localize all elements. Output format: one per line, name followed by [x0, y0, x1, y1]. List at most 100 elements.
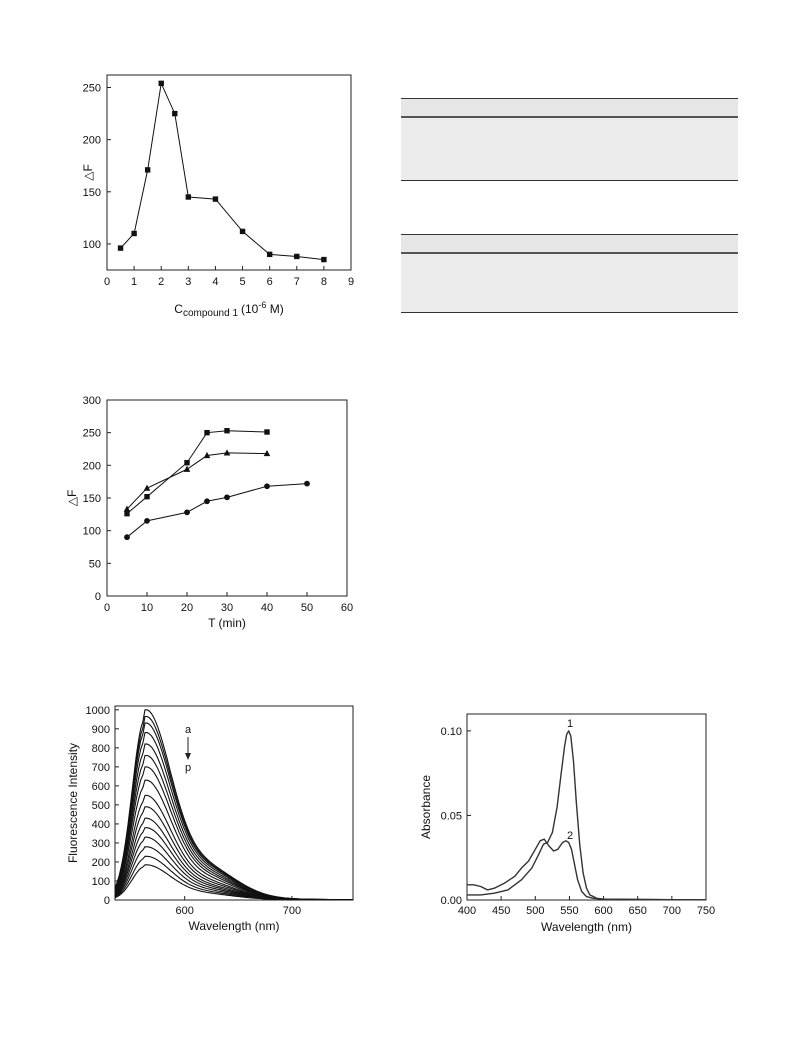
- table-1-body: [401, 118, 738, 181]
- chart1-y-tick-label: 250: [83, 83, 101, 95]
- chart2-data-point-square: [224, 428, 230, 434]
- chart2-data-point-triangle: [223, 449, 231, 456]
- chart4-y-axis-label: Absorbance: [419, 775, 433, 839]
- chart3-y-tick-label: 100: [92, 876, 110, 888]
- chart4-x-tick-label: 550: [560, 905, 578, 917]
- chart2-data-point-triangle: [263, 449, 271, 457]
- chart1-data-point: [212, 196, 219, 202]
- chart3-x-tick-label: 700: [283, 905, 301, 917]
- chart2-frame: [106, 399, 348, 597]
- chart3-spectrum-line: [114, 817, 353, 901]
- chart1-x-axis-label: Ccompound 1 (10-6 M): [174, 300, 283, 319]
- chart3-spectrum-line: [114, 806, 353, 901]
- chart2-data-point-triangle: [203, 451, 211, 459]
- table-1: [401, 98, 738, 181]
- chart1-data-point: [144, 167, 151, 173]
- chart3-spectrum-line: [114, 864, 353, 901]
- chart4-x-tick-label: 750: [697, 905, 715, 917]
- chart3-spectrum-line: [114, 779, 353, 901]
- chart4-frame: [466, 713, 707, 901]
- chart3-y-tick-label: 900: [92, 724, 110, 736]
- chart4-y-tick-label: 0.00: [441, 895, 462, 907]
- chart4-label-1: 1: [567, 718, 573, 730]
- chart3-arrow-head: [185, 753, 191, 760]
- chart3-x-tick-label: 600: [176, 905, 194, 917]
- chart3-y-tick-label: 400: [92, 819, 110, 831]
- chart2-x-tick-label: 20: [181, 602, 193, 614]
- chart4-label-2: 2: [567, 830, 573, 842]
- chart2-x-tick-label: 10: [141, 602, 153, 614]
- chart1-x-tick-label: 5: [239, 276, 245, 288]
- chart1-x-tick-label: 7: [294, 276, 300, 288]
- chart2-x-tick-label: 0: [104, 602, 110, 614]
- chart4-x-tick-label: 700: [663, 905, 681, 917]
- chart3-x-axis-label: Wavelength (nm): [189, 919, 280, 933]
- chart3-y-tick-label: 0: [104, 895, 110, 907]
- chart2-data-point-circle: [204, 498, 210, 505]
- chart2-y-tick-label: 0: [95, 591, 101, 603]
- chart1-data-point: [185, 194, 192, 200]
- chart2-data-point-square: [184, 460, 190, 466]
- chart3-y-tick-label: 300: [92, 838, 110, 850]
- chart4-x-tick-label: 450: [492, 905, 510, 917]
- chart3-spectrum-line: [114, 732, 353, 901]
- chart4-x-tick-label: 400: [458, 905, 476, 917]
- chart1-data-point: [239, 228, 246, 235]
- chart3-spectrum-line: [114, 827, 353, 901]
- table-2-body: [401, 254, 738, 313]
- chart1-data-point: [294, 253, 300, 260]
- chart3-y-tick-label: 500: [92, 800, 110, 812]
- chart3-annotation-p: p: [185, 762, 191, 774]
- chart2-x-tick-label: 30: [221, 602, 233, 614]
- chart2-x-axis-label: T (min): [208, 616, 246, 630]
- chart2-series-line-triangle: [126, 452, 268, 510]
- chart2-x-tick-label: 50: [301, 602, 313, 614]
- chart3-spectrum-line: [114, 794, 353, 901]
- chart1-x-tick-label: 0: [104, 276, 110, 288]
- chart2-series-line-square: [126, 430, 268, 515]
- table-2: [401, 234, 738, 313]
- chart4-y-tick-label: 0.05: [441, 810, 462, 822]
- chart2-data-point-square: [144, 493, 150, 500]
- chart1-data-point: [321, 256, 327, 263]
- chart2-data-point-circle: [124, 534, 130, 541]
- chart3-spectrum-line: [114, 836, 353, 901]
- chart1-data-point: [117, 245, 124, 251]
- chart1-y-axis-label: △F: [81, 164, 95, 181]
- chart1-y-tick-label: 200: [83, 135, 101, 147]
- chart3-y-tick-label: 1000: [86, 705, 110, 717]
- chart2-data-point-triangle: [143, 484, 151, 491]
- chart1-x-tick-label: 2: [158, 276, 164, 288]
- chart2-y-tick-label: 250: [83, 428, 101, 440]
- chart3-spectrum-line: [114, 846, 353, 901]
- chart2-y-axis-label: △F: [65, 490, 79, 507]
- chart2-data-point-square: [124, 510, 130, 517]
- chart3-spectrum-line: [114, 754, 353, 901]
- chart4-series-line-2: [467, 838, 707, 901]
- chart1-x-tick-label: 8: [321, 276, 327, 288]
- chart1-data-point: [131, 230, 137, 237]
- chart3-y-tick-label: 600: [92, 781, 110, 793]
- chart1-data-point: [172, 110, 178, 117]
- chart1-data-point: [266, 251, 273, 258]
- chart1-y-tick-label: 150: [83, 187, 101, 199]
- chart1-x-tick-label: 1: [131, 276, 137, 288]
- chart1-x-tick-label: 6: [267, 276, 273, 288]
- chart1-x-tick-label: 9: [348, 276, 354, 288]
- chart2-x-tick-label: 60: [341, 602, 353, 614]
- chart1-series-line: [120, 81, 324, 261]
- chart3-spectrum-line: [114, 743, 354, 901]
- chart2-data-point-circle: [264, 483, 270, 490]
- chart2-data-point-circle: [304, 480, 310, 487]
- chart3-spectrum-line: [114, 722, 353, 901]
- chart4-y-tick-label: 0.10: [441, 726, 462, 738]
- chart4-x-tick-label: 500: [526, 905, 544, 917]
- chart1-x-tick-label: 3: [185, 276, 191, 288]
- chart2-y-tick-label: 300: [83, 395, 101, 407]
- chart3-y-tick-label: 700: [92, 762, 110, 774]
- chart2-series-line-circle: [126, 483, 308, 538]
- chart2-data-point-circle: [144, 517, 150, 524]
- chart4-x-tick-label: 650: [629, 905, 647, 917]
- chart2-y-tick-label: 150: [83, 493, 101, 505]
- chart4-x-tick-label: 600: [594, 905, 612, 917]
